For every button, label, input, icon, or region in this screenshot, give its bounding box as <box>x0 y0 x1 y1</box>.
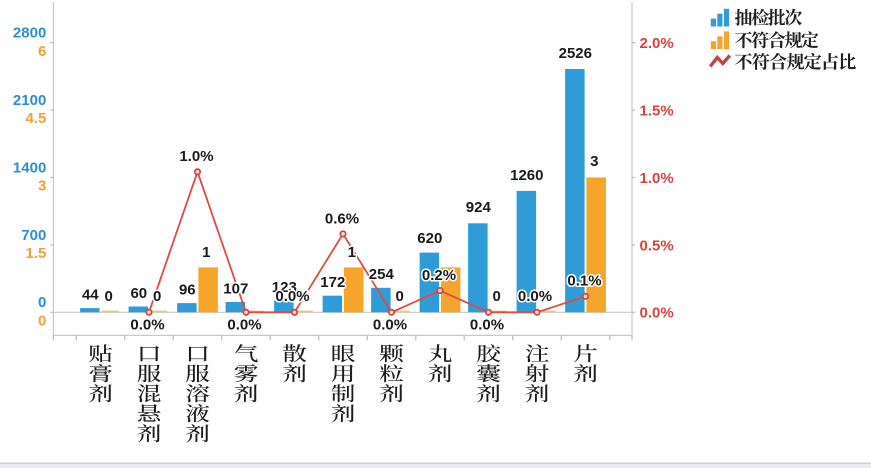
svg-text:1.5%: 1.5% <box>640 102 674 119</box>
svg-text:924: 924 <box>466 199 492 216</box>
svg-text:4.5: 4.5 <box>25 110 46 127</box>
svg-text:0: 0 <box>105 288 113 305</box>
svg-text:254: 254 <box>369 266 395 283</box>
svg-text:1260: 1260 <box>510 167 543 184</box>
svg-text:6: 6 <box>38 43 46 60</box>
svg-text:44: 44 <box>82 287 99 304</box>
svg-text:172: 172 <box>320 274 345 291</box>
svg-text:1.5: 1.5 <box>25 245 46 262</box>
svg-text:0.0%: 0.0% <box>227 317 261 334</box>
svg-text:1: 1 <box>348 244 356 261</box>
svg-text:0: 0 <box>493 288 501 305</box>
svg-text:0.1%: 0.1% <box>567 273 601 290</box>
svg-text:0: 0 <box>38 294 46 311</box>
svg-text:1.0%: 1.0% <box>179 148 213 165</box>
svg-text:0.6%: 0.6% <box>325 210 359 227</box>
svg-text:0.0%: 0.0% <box>275 288 309 305</box>
svg-text:123: 123 <box>272 279 297 296</box>
svg-text:0.0%: 0.0% <box>640 305 674 322</box>
svg-text:0.2%: 0.2% <box>422 267 456 284</box>
svg-text:2800: 2800 <box>13 25 46 42</box>
svg-text:2100: 2100 <box>13 92 46 109</box>
svg-text:1: 1 <box>202 244 210 261</box>
svg-text:3: 3 <box>38 178 46 195</box>
svg-text:0.5%: 0.5% <box>640 237 674 254</box>
svg-text:620: 620 <box>417 230 442 247</box>
svg-text:700: 700 <box>21 227 46 244</box>
svg-text:1400: 1400 <box>13 159 46 176</box>
svg-text:0: 0 <box>153 288 161 305</box>
svg-text:0: 0 <box>396 288 404 305</box>
svg-text:1.0%: 1.0% <box>640 170 674 187</box>
svg-text:96: 96 <box>179 282 196 299</box>
svg-text:0.0%: 0.0% <box>470 317 504 334</box>
svg-text:2.0%: 2.0% <box>640 35 674 52</box>
svg-text:0.0%: 0.0% <box>373 317 407 334</box>
svg-text:60: 60 <box>130 285 147 302</box>
svg-text:0: 0 <box>38 313 46 330</box>
svg-text:107: 107 <box>223 280 248 297</box>
svg-text:0.0%: 0.0% <box>130 317 164 334</box>
svg-text:0.0%: 0.0% <box>518 288 552 305</box>
svg-text:3: 3 <box>590 153 598 170</box>
svg-text:2526: 2526 <box>559 45 592 62</box>
